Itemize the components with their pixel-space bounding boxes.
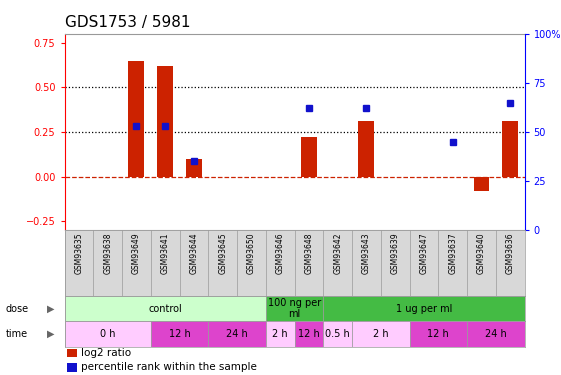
Text: ▶: ▶ — [47, 304, 54, 313]
Text: GSM93645: GSM93645 — [218, 232, 227, 274]
Text: GSM93639: GSM93639 — [390, 232, 399, 274]
Text: ▶: ▶ — [47, 329, 54, 339]
Text: 0.5 h: 0.5 h — [325, 329, 350, 339]
Bar — [122, 230, 151, 296]
Text: GSM93636: GSM93636 — [505, 232, 514, 274]
Bar — [438, 230, 467, 296]
Bar — [128, 60, 144, 177]
Bar — [352, 321, 410, 347]
Text: GSM93640: GSM93640 — [477, 232, 486, 274]
Text: 0 h: 0 h — [100, 329, 116, 339]
Bar — [323, 321, 352, 347]
Text: GSM93648: GSM93648 — [305, 232, 314, 274]
Bar — [186, 159, 202, 177]
Text: percentile rank within the sample: percentile rank within the sample — [81, 363, 257, 372]
Bar — [157, 66, 173, 177]
Bar — [151, 230, 180, 296]
Bar — [151, 321, 208, 347]
Bar — [65, 230, 93, 296]
Bar — [208, 230, 237, 296]
Bar — [473, 177, 489, 191]
Text: 12 h: 12 h — [169, 329, 190, 339]
Bar — [266, 296, 323, 321]
Text: GSM93637: GSM93637 — [448, 232, 457, 274]
Text: GSM93650: GSM93650 — [247, 232, 256, 274]
Text: GSM93643: GSM93643 — [362, 232, 371, 274]
Bar — [301, 137, 317, 177]
Bar — [410, 230, 438, 296]
Text: GSM93646: GSM93646 — [275, 232, 284, 274]
Text: 24 h: 24 h — [226, 329, 248, 339]
Text: log2 ratio: log2 ratio — [81, 348, 131, 358]
Text: GSM93644: GSM93644 — [190, 232, 199, 274]
Bar — [467, 230, 496, 296]
Bar — [65, 321, 151, 347]
Text: 100 ng per
ml: 100 ng per ml — [268, 298, 321, 320]
Text: 1 ug per ml: 1 ug per ml — [396, 304, 452, 313]
Bar — [467, 321, 525, 347]
Text: 24 h: 24 h — [485, 329, 507, 339]
Bar — [381, 230, 410, 296]
Bar — [496, 230, 525, 296]
Bar — [352, 230, 381, 296]
Text: 12 h: 12 h — [298, 329, 320, 339]
Bar — [410, 321, 467, 347]
Bar — [295, 230, 323, 296]
Text: GSM93649: GSM93649 — [132, 232, 141, 274]
Text: 2 h: 2 h — [373, 329, 389, 339]
Text: time: time — [6, 329, 27, 339]
Text: GSM93641: GSM93641 — [160, 232, 169, 274]
Text: GSM93635: GSM93635 — [75, 232, 84, 274]
Bar — [358, 121, 374, 177]
Text: GSM93647: GSM93647 — [420, 232, 429, 274]
Bar — [323, 230, 352, 296]
Bar — [237, 230, 266, 296]
Bar — [266, 230, 295, 296]
Text: 2 h: 2 h — [272, 329, 288, 339]
Bar — [180, 230, 208, 296]
Bar — [295, 321, 323, 347]
Text: GSM93638: GSM93638 — [103, 232, 112, 274]
Text: GSM93642: GSM93642 — [333, 232, 342, 274]
Bar — [93, 230, 122, 296]
Text: control: control — [148, 304, 182, 313]
Text: GDS1753 / 5981: GDS1753 / 5981 — [65, 15, 190, 30]
Bar — [208, 321, 266, 347]
Text: dose: dose — [6, 304, 29, 313]
Bar — [65, 296, 266, 321]
Bar — [323, 296, 525, 321]
Text: 12 h: 12 h — [427, 329, 449, 339]
Bar — [502, 121, 518, 177]
Bar — [266, 321, 295, 347]
